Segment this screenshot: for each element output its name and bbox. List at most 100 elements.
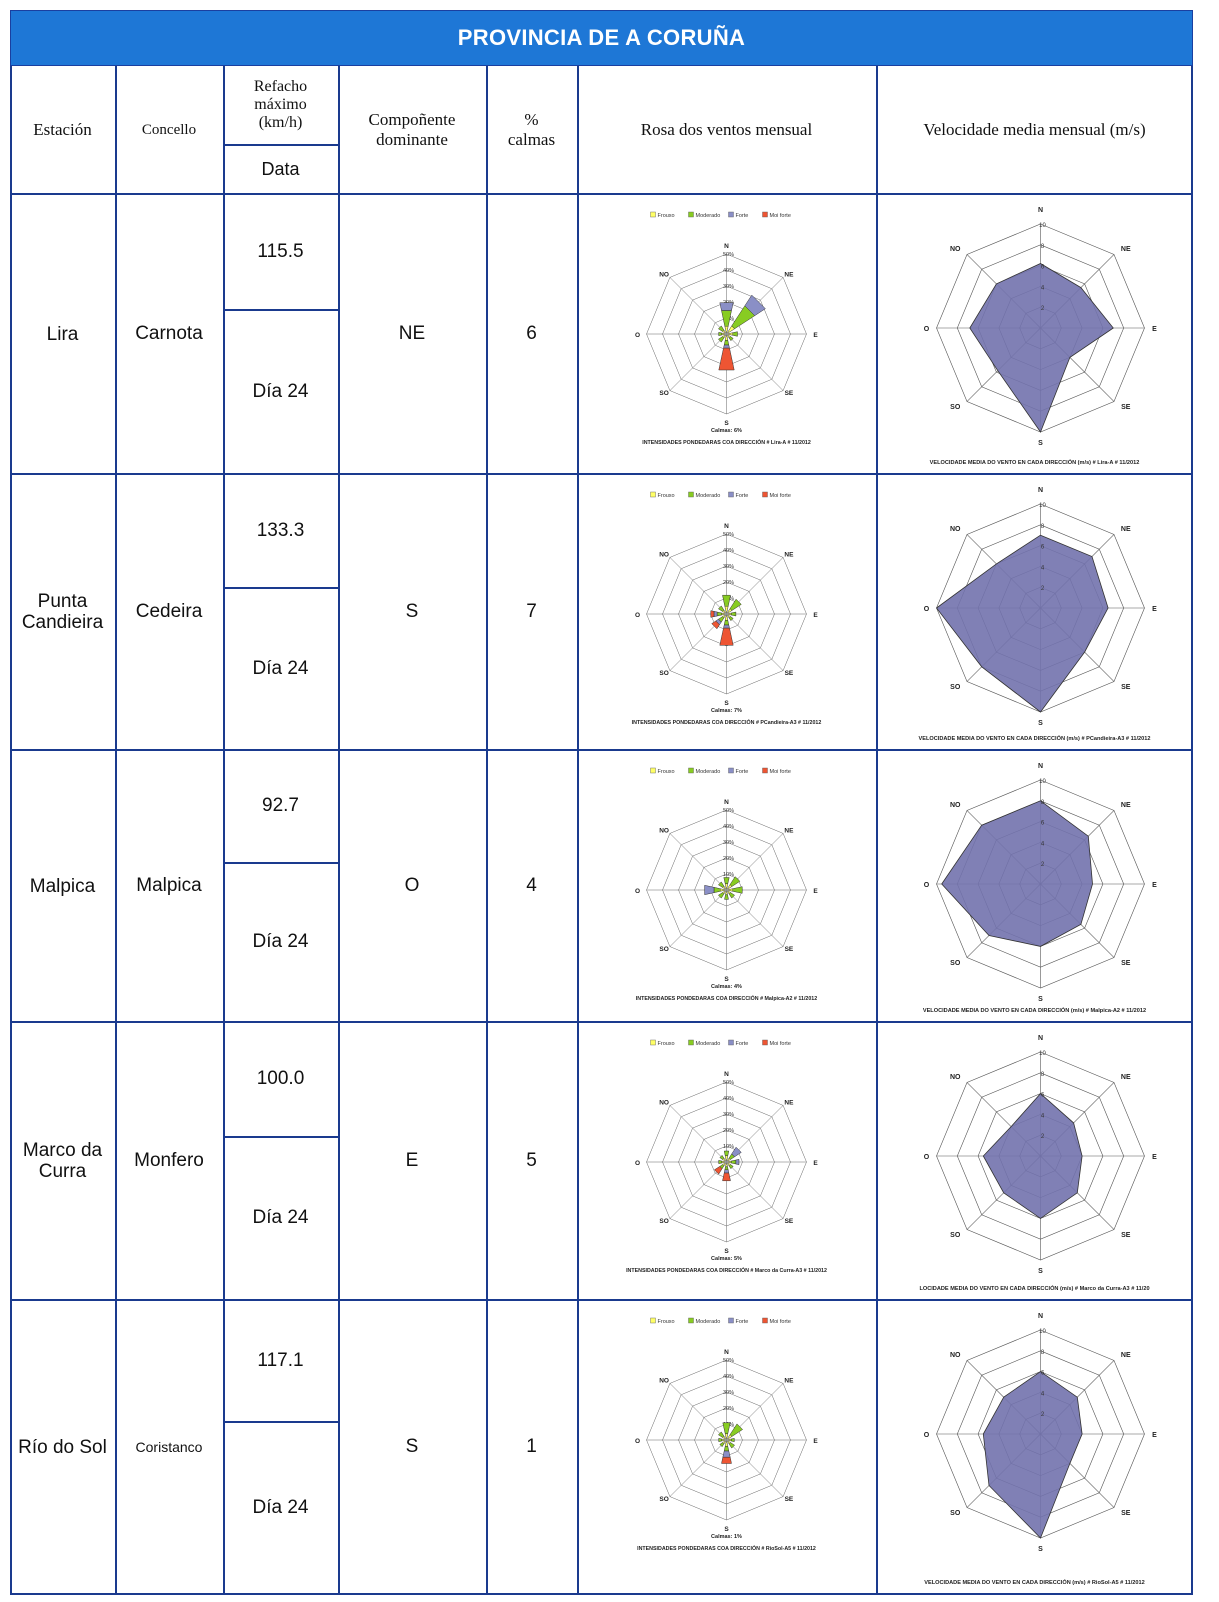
legend-label: Forte	[736, 1319, 749, 1325]
legend-swatch	[688, 491, 694, 498]
estacion-cell: Río do Sol	[18, 1436, 107, 1458]
direction-label: NO	[950, 526, 961, 533]
concello-cell: Coristanco	[135, 1439, 203, 1455]
direction-label: E	[1152, 882, 1157, 889]
ring-label: 30%	[723, 284, 734, 290]
direction-label: NE	[784, 1099, 794, 1106]
direction-label: NE	[784, 1377, 794, 1384]
row-divider	[10, 1299, 1193, 1301]
cell-divider	[223, 309, 338, 311]
rose-petal	[718, 336, 725, 343]
grid-spoke	[669, 1383, 727, 1441]
estacion-cell: Punta Candieira	[21, 591, 104, 633]
legend-label: Frouxo	[658, 493, 675, 499]
direction-label: O	[924, 326, 930, 333]
ring-label: 6	[1041, 821, 1045, 827]
ring-label: 8	[1041, 524, 1045, 530]
row-divider	[10, 749, 1193, 751]
direction-label: S	[1038, 1268, 1043, 1275]
rose-petal	[728, 616, 734, 622]
direction-label: SO	[659, 670, 668, 677]
speed-area	[982, 1093, 1083, 1219]
direction-label: SE	[1121, 684, 1131, 691]
speed-radar-chart: 2 4 6 8 10 N NE E SE S SO O NO VELOCIDADE MEDIA DO VE…	[924, 207, 1157, 466]
legend-swatch	[728, 211, 734, 218]
concello-cell: Carnota	[135, 323, 203, 344]
ring-label: 30%	[723, 1112, 734, 1118]
ring-label: 8	[1041, 244, 1045, 250]
direction-label: O	[635, 612, 640, 619]
componente-cell: O	[404, 875, 420, 896]
ring-label: 10	[1039, 1329, 1046, 1335]
ring-label: 10	[1039, 503, 1046, 509]
ring-label: 2	[1041, 306, 1045, 312]
grid-spoke	[726, 613, 784, 671]
legend-swatch	[688, 767, 694, 774]
ring-label: 4	[1041, 1113, 1045, 1119]
direction-label: S	[1038, 720, 1043, 727]
direction-label: NE	[1121, 1074, 1131, 1081]
direction-label: SE	[1121, 960, 1131, 967]
direction-label: N	[1038, 1313, 1043, 1320]
direction-label: NE	[784, 551, 794, 558]
rose-petal	[718, 1431, 725, 1438]
ring-label: 50%	[723, 1358, 734, 1364]
refacho-cell: 117.1	[257, 1349, 304, 1371]
direction-label: E	[1152, 1432, 1157, 1439]
direction-label: SE	[785, 390, 794, 397]
direction-label: SO	[950, 1232, 961, 1239]
concello-cell: Cedeira	[135, 601, 203, 622]
direction-label: N	[724, 523, 729, 530]
rose-caption: INTENSIDADES PONDEDARAS COA DIRECCIÓN # …	[637, 1544, 816, 1552]
ring-label: 4	[1041, 285, 1045, 291]
direction-label: N	[724, 1349, 729, 1356]
legend-label: Moderado	[696, 213, 721, 219]
direction-label: E	[1152, 1154, 1157, 1161]
ring-label: 6	[1041, 265, 1045, 271]
legend-label: Forte	[736, 769, 749, 775]
direction-label: N	[724, 243, 729, 250]
grid-spoke	[726, 333, 784, 391]
ring-label: 30%	[723, 1390, 734, 1396]
rose-calmas-label: Calmas: 4%	[711, 984, 742, 990]
ring-label: 4	[1041, 1391, 1045, 1397]
legend-label: Moi forte	[770, 213, 791, 219]
legend-label: Frouxo	[658, 213, 675, 219]
rose-petal	[716, 611, 723, 617]
legend-swatch	[688, 211, 694, 218]
grid-spoke	[669, 1439, 727, 1497]
direction-label: O	[924, 1154, 930, 1161]
data-cell: Día 24	[252, 380, 309, 402]
legend-label: Moi forte	[770, 1319, 791, 1325]
ring-label: 8	[1041, 1350, 1045, 1356]
ring-label: 40%	[723, 548, 734, 554]
rose-petal	[722, 1450, 731, 1458]
legend-label: Forte	[736, 493, 749, 499]
data-cell: Día 24	[252, 931, 309, 952]
direction-label: NE	[1121, 802, 1131, 809]
rose-petal	[719, 888, 726, 892]
grid-spoke	[726, 1161, 784, 1219]
ring-label: 20%	[723, 856, 734, 862]
direction-label: NE	[784, 827, 794, 834]
direction-label: E	[1152, 606, 1157, 613]
rose-petal	[722, 594, 731, 607]
rose-petal	[718, 347, 735, 371]
concello-cell: Malpica	[136, 875, 202, 896]
speed-area	[935, 534, 1109, 713]
data-cell: Día 24	[252, 1207, 309, 1228]
direction-label: SO	[950, 404, 961, 411]
legend-swatch	[762, 491, 768, 498]
ring-label: 10%	[723, 1144, 734, 1150]
direction-label: NO	[659, 271, 669, 278]
column-divider	[338, 66, 340, 1594]
cell-divider	[223, 1136, 338, 1138]
direction-label: NO	[659, 1099, 669, 1106]
direction-label: SO	[659, 1218, 668, 1225]
cell-divider	[223, 587, 338, 589]
grid-spoke	[669, 889, 727, 947]
header-componente: Compoñente dominante	[368, 110, 456, 149]
